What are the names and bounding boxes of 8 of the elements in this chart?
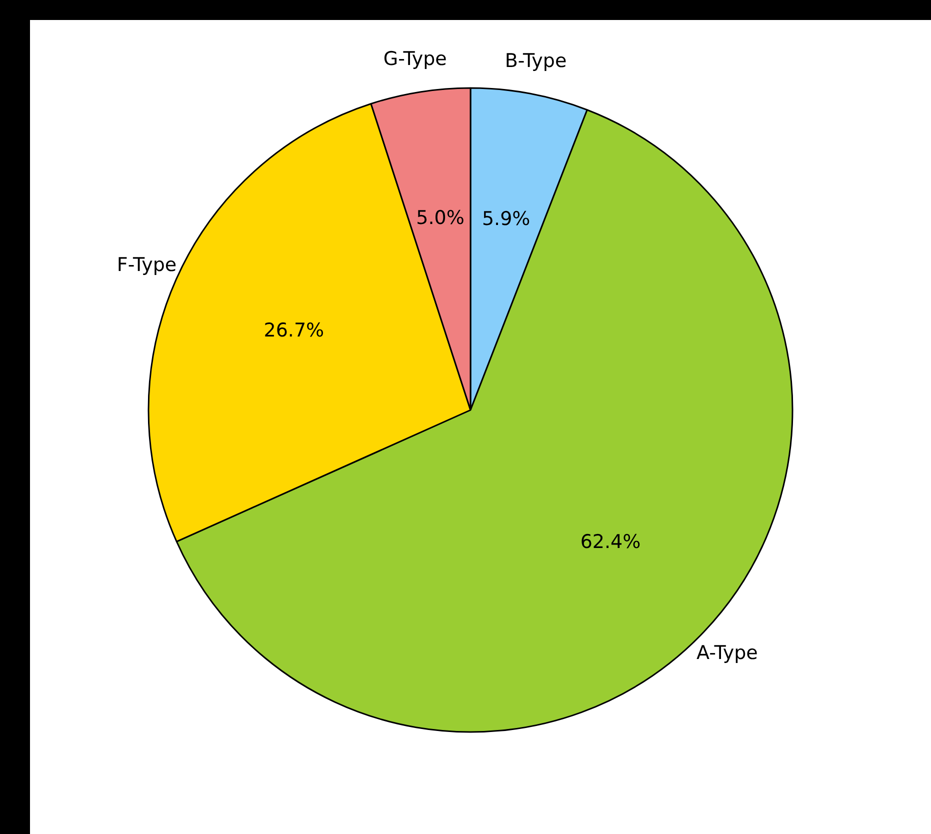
slice-label: F-Type: [116, 254, 177, 276]
data-label: 5.0%: [416, 207, 464, 230]
data-label: 26.7%: [264, 320, 324, 342]
slice-label: G-Type: [383, 48, 447, 70]
data-label: 5.9%: [482, 208, 530, 230]
data-label: 62.4%: [580, 531, 641, 554]
slice-label: B-Type: [504, 50, 567, 72]
slice-label: A-Type: [696, 642, 758, 664]
